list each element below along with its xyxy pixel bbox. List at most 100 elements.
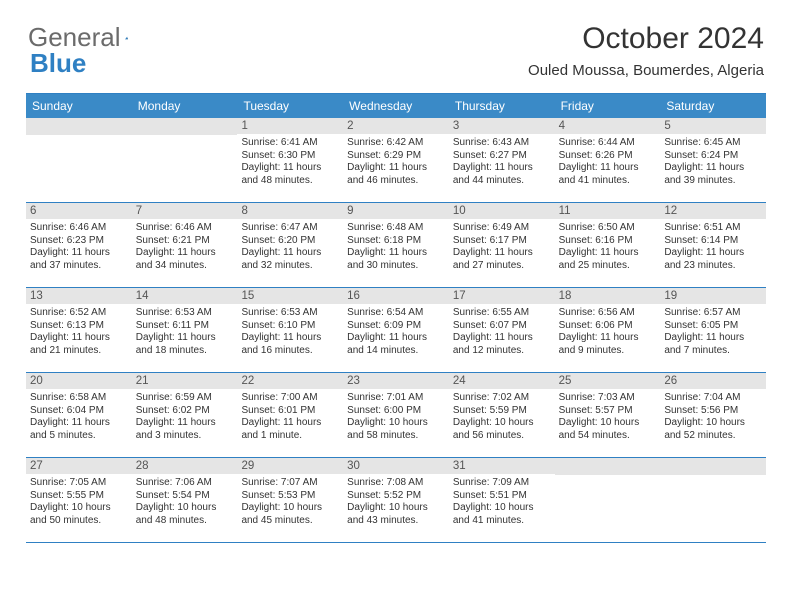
sunrise-text: Sunrise: 6:54 AM: [347, 307, 445, 320]
day-number: 9: [343, 203, 449, 219]
day-cell: 19Sunrise: 6:57 AMSunset: 6:05 PMDayligh…: [660, 288, 766, 372]
sunset-text: Sunset: 6:24 PM: [664, 150, 762, 163]
sunset-text: Sunset: 6:27 PM: [453, 150, 551, 163]
day-details: Sunrise: 6:48 AMSunset: 6:18 PMDaylight:…: [343, 219, 449, 276]
daylight-text: Daylight: 11 hours and 37 minutes.: [30, 247, 128, 272]
day-cell: 31Sunrise: 7:09 AMSunset: 5:51 PMDayligh…: [449, 458, 555, 542]
daylight-text: Daylight: 10 hours and 54 minutes.: [559, 417, 657, 442]
day-number: 11: [555, 203, 661, 219]
sunset-text: Sunset: 5:52 PM: [347, 490, 445, 503]
daylight-text: Daylight: 10 hours and 58 minutes.: [347, 417, 445, 442]
daylight-text: Daylight: 11 hours and 41 minutes.: [559, 162, 657, 187]
day-number: [132, 118, 238, 135]
daylight-text: Daylight: 11 hours and 46 minutes.: [347, 162, 445, 187]
day-number: 10: [449, 203, 555, 219]
sunset-text: Sunset: 6:16 PM: [559, 235, 657, 248]
month-title: October 2024: [528, 22, 764, 56]
empty-day-cell: [132, 118, 238, 202]
sunrise-text: Sunrise: 6:47 AM: [241, 222, 339, 235]
day-number: 16: [343, 288, 449, 304]
day-cell: 27Sunrise: 7:05 AMSunset: 5:55 PMDayligh…: [26, 458, 132, 542]
sunrise-text: Sunrise: 7:01 AM: [347, 392, 445, 405]
day-details: Sunrise: 6:57 AMSunset: 6:05 PMDaylight:…: [660, 304, 766, 361]
day-number: 2: [343, 118, 449, 134]
day-number: 1: [237, 118, 343, 134]
day-details: Sunrise: 6:55 AMSunset: 6:07 PMDaylight:…: [449, 304, 555, 361]
day-details: Sunrise: 7:09 AMSunset: 5:51 PMDaylight:…: [449, 474, 555, 531]
sunrise-text: Sunrise: 6:52 AM: [30, 307, 128, 320]
daylight-text: Daylight: 10 hours and 52 minutes.: [664, 417, 762, 442]
daylight-text: Daylight: 11 hours and 39 minutes.: [664, 162, 762, 187]
sail-icon: [125, 29, 128, 47]
sunrise-text: Sunrise: 7:09 AM: [453, 477, 551, 490]
daylight-text: Daylight: 11 hours and 34 minutes.: [136, 247, 234, 272]
daylight-text: Daylight: 10 hours and 56 minutes.: [453, 417, 551, 442]
sunset-text: Sunset: 5:57 PM: [559, 405, 657, 418]
day-details: Sunrise: 7:00 AMSunset: 6:01 PMDaylight:…: [237, 389, 343, 446]
daylight-text: Daylight: 11 hours and 32 minutes.: [241, 247, 339, 272]
day-details: Sunrise: 7:02 AMSunset: 5:59 PMDaylight:…: [449, 389, 555, 446]
weekday-header-row: SundayMondayTuesdayWednesdayThursdayFrid…: [26, 94, 766, 118]
sunrise-text: Sunrise: 7:03 AM: [559, 392, 657, 405]
day-cell: 18Sunrise: 6:56 AMSunset: 6:06 PMDayligh…: [555, 288, 661, 372]
day-number: 28: [132, 458, 238, 474]
sunrise-text: Sunrise: 7:06 AM: [136, 477, 234, 490]
weekday-header: Friday: [555, 94, 661, 118]
day-cell: 3 Sunrise: 6:43 AMSunset: 6:27 PMDaylight…: [449, 118, 555, 202]
day-number: 12: [660, 203, 766, 219]
day-number: 24: [449, 373, 555, 389]
day-details: Sunrise: 6:56 AMSunset: 6:06 PMDaylight:…: [555, 304, 661, 361]
day-details: Sunrise: 7:07 AMSunset: 5:53 PMDaylight:…: [237, 474, 343, 531]
day-cell: 10Sunrise: 6:49 AMSunset: 6:17 PMDayligh…: [449, 203, 555, 287]
week-row: 6Sunrise: 6:46 AMSunset: 6:23 PMDaylight…: [26, 203, 766, 288]
day-number: 29: [237, 458, 343, 474]
sunrise-text: Sunrise: 7:02 AM: [453, 392, 551, 405]
daylight-text: Daylight: 11 hours and 23 minutes.: [664, 247, 762, 272]
sunset-text: Sunset: 6:10 PM: [241, 320, 339, 333]
day-number: [26, 118, 132, 135]
day-cell: 9Sunrise: 6:48 AMSunset: 6:18 PMDaylight…: [343, 203, 449, 287]
empty-day-cell: [660, 458, 766, 542]
day-number: 3: [449, 118, 555, 134]
day-details: Sunrise: 6:44 AMSunset: 6:26 PMDaylight:…: [555, 134, 661, 191]
day-number: 23: [343, 373, 449, 389]
day-number: 6: [26, 203, 132, 219]
day-number: 22: [237, 373, 343, 389]
sunrise-text: Sunrise: 6:51 AM: [664, 222, 762, 235]
title-block: October 2024 Ouled Moussa, Boumerdes, Al…: [528, 22, 764, 79]
day-details: Sunrise: 6:59 AMSunset: 6:02 PMDaylight:…: [132, 389, 238, 446]
day-number: 18: [555, 288, 661, 304]
day-number: 27: [26, 458, 132, 474]
sunrise-text: Sunrise: 7:05 AM: [30, 477, 128, 490]
sunset-text: Sunset: 6:14 PM: [664, 235, 762, 248]
day-number: 25: [555, 373, 661, 389]
day-details: Sunrise: 6:45 AMSunset: 6:24 PMDaylight:…: [660, 134, 766, 191]
sunset-text: Sunset: 6:07 PM: [453, 320, 551, 333]
daylight-text: Daylight: 10 hours and 43 minutes.: [347, 502, 445, 527]
sunrise-text: Sunrise: 6:41 AM: [241, 137, 339, 150]
sunrise-text: Sunrise: 7:00 AM: [241, 392, 339, 405]
day-cell: 6Sunrise: 6:46 AMSunset: 6:23 PMDaylight…: [26, 203, 132, 287]
day-number: 17: [449, 288, 555, 304]
daylight-text: Daylight: 11 hours and 44 minutes.: [453, 162, 551, 187]
day-details: Sunrise: 6:46 AMSunset: 6:21 PMDaylight:…: [132, 219, 238, 276]
daylight-text: Daylight: 11 hours and 16 minutes.: [241, 332, 339, 357]
daylight-text: Daylight: 11 hours and 27 minutes.: [453, 247, 551, 272]
day-details: Sunrise: 7:08 AMSunset: 5:52 PMDaylight:…: [343, 474, 449, 531]
day-number: 13: [26, 288, 132, 304]
sunrise-text: Sunrise: 6:49 AM: [453, 222, 551, 235]
sunset-text: Sunset: 6:18 PM: [347, 235, 445, 248]
day-cell: 21Sunrise: 6:59 AMSunset: 6:02 PMDayligh…: [132, 373, 238, 457]
sunrise-text: Sunrise: 6:43 AM: [453, 137, 551, 150]
empty-day-cell: [26, 118, 132, 202]
sunset-text: Sunset: 6:26 PM: [559, 150, 657, 163]
day-details: Sunrise: 6:49 AMSunset: 6:17 PMDaylight:…: [449, 219, 555, 276]
day-number: 5: [660, 118, 766, 134]
daylight-text: Daylight: 11 hours and 3 minutes.: [136, 417, 234, 442]
weekday-header: Wednesday: [343, 94, 449, 118]
sunrise-text: Sunrise: 6:46 AM: [30, 222, 128, 235]
daylight-text: Daylight: 11 hours and 21 minutes.: [30, 332, 128, 357]
day-number: 4: [555, 118, 661, 134]
day-cell: 17Sunrise: 6:55 AMSunset: 6:07 PMDayligh…: [449, 288, 555, 372]
sunset-text: Sunset: 6:30 PM: [241, 150, 339, 163]
